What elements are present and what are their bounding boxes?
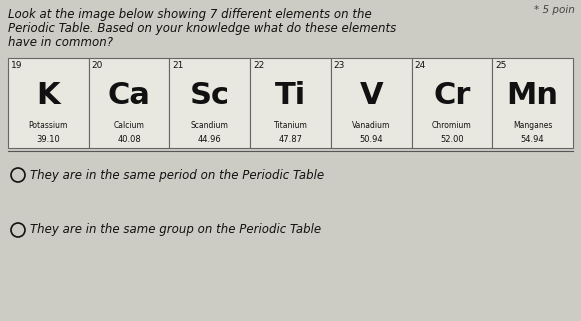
- Text: Scandium: Scandium: [191, 121, 229, 130]
- Text: K: K: [37, 81, 60, 110]
- Text: 47.87: 47.87: [278, 134, 303, 143]
- Text: Vanadium: Vanadium: [352, 121, 390, 130]
- Text: Ti: Ti: [275, 81, 306, 110]
- Text: Potassium: Potassium: [28, 121, 68, 130]
- Text: Sc: Sc: [190, 81, 230, 110]
- Text: 25: 25: [495, 61, 507, 70]
- Text: V: V: [360, 81, 383, 110]
- Text: They are in the same group on the Periodic Table: They are in the same group on the Period…: [30, 223, 321, 237]
- Text: 19: 19: [11, 61, 23, 70]
- Text: 44.96: 44.96: [198, 134, 222, 143]
- Text: Periodic Table. Based on your knowledge what do these elements: Periodic Table. Based on your knowledge …: [8, 22, 396, 35]
- Text: 50.94: 50.94: [360, 134, 383, 143]
- Text: 40.08: 40.08: [117, 134, 141, 143]
- Bar: [492, 58, 573, 148]
- Text: Mn: Mn: [507, 81, 559, 110]
- Text: Chromium: Chromium: [432, 121, 472, 130]
- Text: They are in the same period on the Periodic Table: They are in the same period on the Perio…: [30, 169, 324, 181]
- Text: Cr: Cr: [433, 81, 471, 110]
- Text: 54.94: 54.94: [521, 134, 544, 143]
- Text: 39.10: 39.10: [37, 134, 60, 143]
- Text: 22: 22: [253, 61, 264, 70]
- Text: Look at the image below showing 7 different elements on the: Look at the image below showing 7 differ…: [8, 8, 372, 21]
- Text: 24: 24: [415, 61, 426, 70]
- Bar: [170, 58, 250, 148]
- Text: 23: 23: [334, 61, 345, 70]
- Bar: [89, 58, 170, 148]
- Bar: [411, 58, 492, 148]
- Bar: [331, 58, 411, 148]
- Text: Calcium: Calcium: [114, 121, 145, 130]
- Bar: [250, 58, 331, 148]
- Text: 20: 20: [92, 61, 103, 70]
- Text: 52.00: 52.00: [440, 134, 464, 143]
- Text: * 5 poin: * 5 poin: [534, 5, 575, 15]
- Text: Ca: Ca: [107, 81, 150, 110]
- Text: Manganes: Manganes: [513, 121, 553, 130]
- Text: 21: 21: [173, 61, 184, 70]
- Text: Titanium: Titanium: [274, 121, 307, 130]
- Text: have in common?: have in common?: [8, 36, 113, 49]
- Bar: [8, 58, 89, 148]
